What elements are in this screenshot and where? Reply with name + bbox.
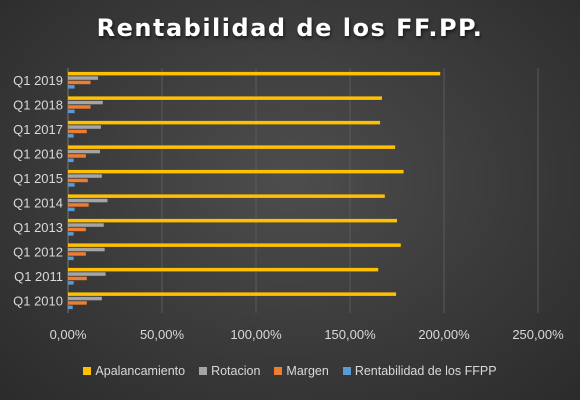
legend-item: Margen [274,364,329,378]
bar [68,96,382,100]
bar [68,256,74,261]
bar [68,174,102,178]
legend-label: Rotacion [211,364,261,378]
x-tick-label: 100,00% [230,327,282,342]
bar [68,154,86,158]
bar [68,305,73,310]
bar [68,281,74,285]
x-tick-label: 0,00% [50,327,87,342]
bar [68,71,441,76]
y-tick-label: Q1 2012 [13,244,63,259]
bar [68,207,75,212]
y-tick-label: Q1 2016 [13,146,63,161]
bar [68,223,104,227]
y-tick-label: Q1 2013 [13,220,63,235]
bar [68,194,385,198]
y-tick-label: Q1 2018 [13,97,63,112]
y-tick-label: Q1 2011 [14,269,63,284]
bar [68,105,91,109]
x-tick-label: 200,00% [418,327,470,342]
bar [68,80,91,85]
bar [68,76,99,80]
bar [68,267,379,272]
y-tick-label: Q1 2019 [13,73,63,88]
bar [68,100,103,105]
bar [68,227,86,232]
bar [68,178,88,183]
legend-label: Margen [286,364,329,378]
bar [68,149,100,154]
legend-swatch [83,367,92,375]
legend-label: Apalancamiento [95,364,186,378]
legend-item: Apalancamiento [83,364,185,378]
x-tick-label: 250,00% [512,327,564,342]
chart-title: Rentabilidad de los FF.PP. [96,14,484,42]
y-tick-label: Q1 2014 [13,195,63,210]
bar [68,252,86,256]
bar [68,243,401,247]
bar [68,272,106,276]
legend-swatch [199,367,208,375]
bar [68,158,74,163]
value-axis-labels: 0,00% 50,00% 100,00% 150,00% 200,00% 250,00% [50,327,565,342]
bar [68,276,87,281]
bars [68,71,441,310]
gridlines [67,68,539,313]
bar [68,292,397,296]
bar [68,183,75,187]
legend: Apalancamiento Rotacion Margen Rentabilidad… [0,364,580,378]
bar [68,232,74,236]
bar [68,169,404,174]
x-tick-label: 150,00% [324,327,376,342]
bar [68,120,381,125]
y-tick-label: Q1 2010 [13,293,63,308]
legend-swatch [274,367,283,375]
legend-label: Rentabilidad de los FFPP [354,364,497,378]
bar [68,218,397,223]
legend-item: Rotacion [199,364,260,378]
legend-item: Rentabilidad de los FFPP [342,364,497,378]
category-axis-labels: Q1 2010 Q1 2011 Q1 2012 Q1 2013 Q1 2014 Q1 20… [13,73,63,309]
bar [68,134,74,138]
bar [68,301,87,305]
bar [68,129,87,134]
bar [68,247,105,252]
bar [68,125,101,129]
y-tick-label: Q1 2017 [13,122,63,137]
bar [68,145,396,149]
legend-swatch [342,367,351,375]
x-tick-label: 50,00% [140,327,185,342]
bar [68,203,89,207]
bar [68,85,75,89]
bar [68,109,75,114]
bar [68,198,108,203]
y-tick-label: Q1 2015 [13,171,63,186]
bar [68,296,102,301]
